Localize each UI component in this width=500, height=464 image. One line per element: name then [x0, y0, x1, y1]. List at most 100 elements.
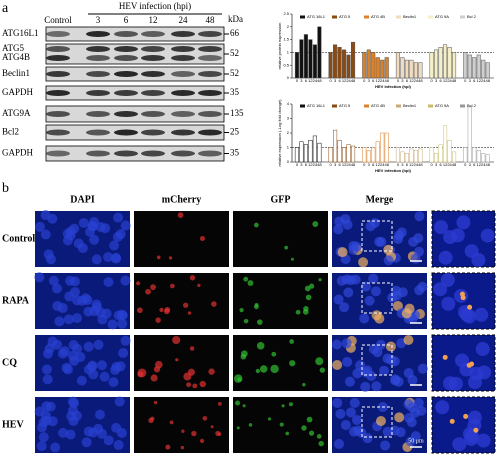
- bar: [447, 140, 452, 163]
- band: [198, 46, 222, 52]
- marker: 135: [230, 108, 244, 118]
- cell: [172, 335, 181, 345]
- bar: [443, 44, 448, 79]
- cell: [371, 381, 382, 392]
- cell: [54, 316, 65, 327]
- cell: [181, 429, 185, 433]
- marker: 35: [230, 87, 240, 97]
- cell: [305, 294, 312, 301]
- cell: [394, 412, 405, 423]
- cell: [169, 283, 175, 289]
- micrograph: [134, 211, 229, 267]
- cell: [289, 339, 295, 344]
- cell: [78, 217, 89, 228]
- band: [171, 129, 195, 136]
- cell: [89, 306, 100, 317]
- legend-label: Beclin1: [403, 103, 417, 108]
- bar: [346, 54, 351, 79]
- x-tick-label: 24: [346, 78, 351, 83]
- cell: [34, 221, 45, 232]
- cell: [333, 294, 344, 305]
- cell: [65, 429, 76, 440]
- cell: [113, 310, 124, 321]
- cell: [333, 438, 344, 449]
- cell: [312, 221, 319, 227]
- band: [114, 90, 138, 96]
- marker: 52: [230, 68, 239, 78]
- cell: [111, 253, 122, 264]
- cell: [47, 416, 58, 427]
- cell: [153, 400, 158, 405]
- bar: [409, 59, 414, 79]
- cell: [186, 382, 192, 388]
- bar: [362, 147, 367, 163]
- cell: [136, 281, 141, 286]
- x-tick-label: 48: [452, 162, 457, 167]
- x-tick-label: 48: [351, 162, 356, 167]
- bar: [299, 39, 304, 79]
- band: [198, 71, 222, 77]
- marker: 35: [230, 148, 240, 158]
- cell: [41, 364, 52, 375]
- x-tick-label: 12: [409, 162, 414, 167]
- band: [86, 111, 110, 117]
- cell: [341, 338, 352, 349]
- x-tick-label: 3: [401, 162, 404, 167]
- band: [141, 55, 165, 61]
- band: [141, 150, 165, 157]
- blot-label: ATG9A: [2, 108, 31, 118]
- row-label: RAPA: [2, 295, 30, 306]
- band: [114, 55, 138, 61]
- cell: [304, 285, 311, 292]
- x-tick-label: 6: [439, 162, 442, 167]
- y-tick-label: 4: [287, 101, 290, 106]
- cell: [255, 368, 261, 374]
- cell: [290, 257, 294, 261]
- blot: [45, 43, 225, 65]
- cell: [239, 308, 244, 313]
- cell: [57, 303, 68, 314]
- cell: [103, 252, 114, 263]
- bar: [463, 147, 468, 163]
- bar: [438, 144, 443, 163]
- micrograph: [233, 335, 328, 391]
- band: [171, 71, 195, 77]
- x-tick-label: 48: [418, 162, 423, 167]
- column-header: DAPI: [70, 194, 95, 205]
- roi: [361, 220, 393, 252]
- bar: [317, 142, 322, 163]
- band: [141, 31, 165, 37]
- cell: [359, 313, 370, 324]
- cell: [183, 372, 192, 381]
- cell: [137, 368, 147, 378]
- cell: [80, 293, 91, 304]
- bar: [312, 44, 317, 79]
- cell: [319, 367, 326, 373]
- x-tick-label: 24: [481, 162, 486, 167]
- cell: [362, 433, 373, 444]
- band: [141, 129, 165, 136]
- legend-swatch: [428, 15, 433, 19]
- band: [46, 90, 70, 96]
- cell: [182, 302, 189, 308]
- legend-label: Bcl 2: [467, 103, 477, 108]
- cell: [40, 210, 51, 221]
- bar: [375, 141, 380, 163]
- bar: [351, 41, 356, 79]
- cell: [309, 283, 315, 289]
- bar: [375, 57, 380, 79]
- cell: [145, 288, 151, 295]
- cell: [259, 365, 268, 373]
- cell: [38, 417, 49, 428]
- cell: [385, 341, 396, 352]
- bar: [380, 59, 385, 79]
- cell: [253, 304, 259, 310]
- cell: [475, 342, 490, 357]
- legend-swatch: [428, 104, 433, 108]
- x-tick-label: 24: [313, 162, 318, 167]
- puncta: [467, 304, 473, 310]
- cell: [100, 223, 111, 234]
- cell: [189, 275, 196, 281]
- bar: [294, 147, 299, 163]
